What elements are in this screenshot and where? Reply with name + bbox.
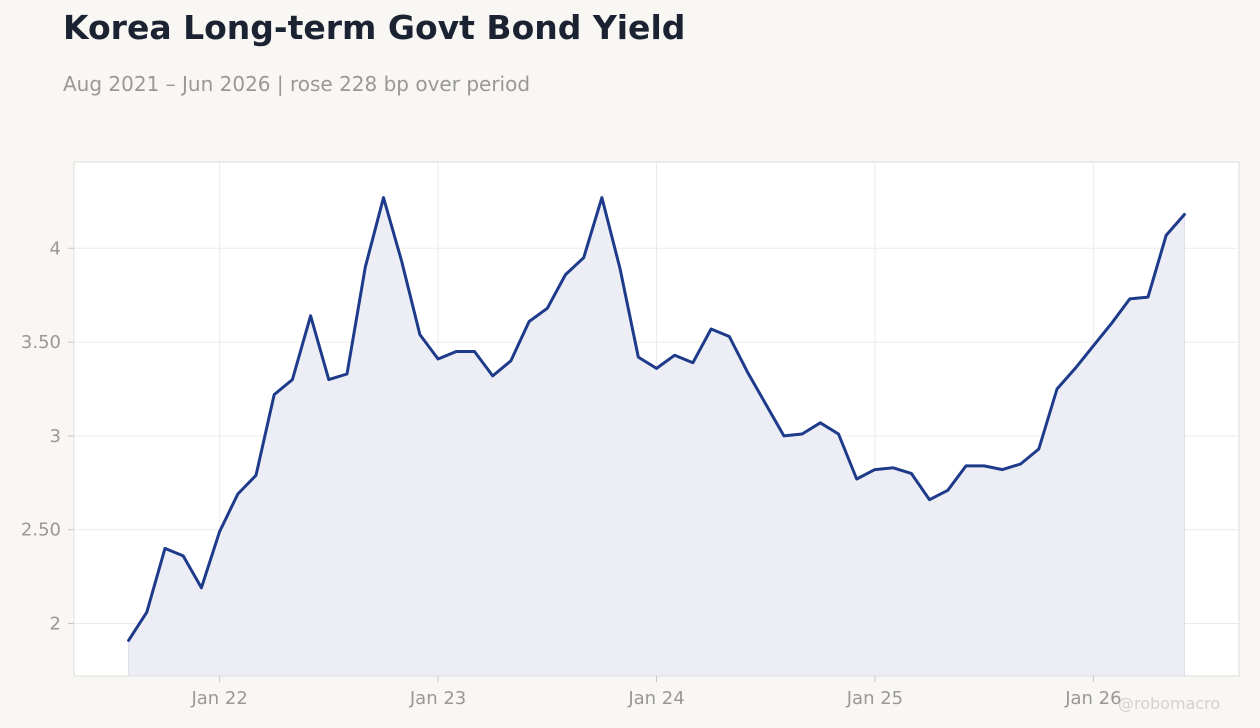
x-tick-label: Jan 23 bbox=[409, 688, 466, 709]
x-axis-ticks: Jan 22 Jan 23 Jan 24 Jan 25 Jan 26 bbox=[190, 676, 1122, 709]
y-tick-label: 4 bbox=[50, 238, 61, 259]
watermark: @robomacro bbox=[1118, 694, 1221, 713]
yield-line bbox=[127, 196, 1186, 642]
x-tick-label: Jan 22 bbox=[190, 688, 247, 709]
y-tick-label: 2 bbox=[50, 613, 61, 634]
y-tick-label: 3.50 bbox=[21, 332, 61, 353]
x-tick-label: Jan 24 bbox=[627, 688, 684, 709]
x-tick-label: Jan 25 bbox=[846, 688, 903, 709]
y-tick-label: 2.50 bbox=[21, 520, 61, 541]
y-tick-label: 3 bbox=[50, 426, 61, 447]
y-axis-ticks: 2 2.50 3 3.50 4 bbox=[21, 238, 74, 634]
x-tick-label: Jan 26 bbox=[1064, 688, 1121, 709]
chart-title: Korea Long-term Govt Bond Yield bbox=[63, 8, 686, 47]
chart-subtitle: Aug 2021 – Jun 2026 | rose 228 bp over p… bbox=[63, 72, 531, 96]
